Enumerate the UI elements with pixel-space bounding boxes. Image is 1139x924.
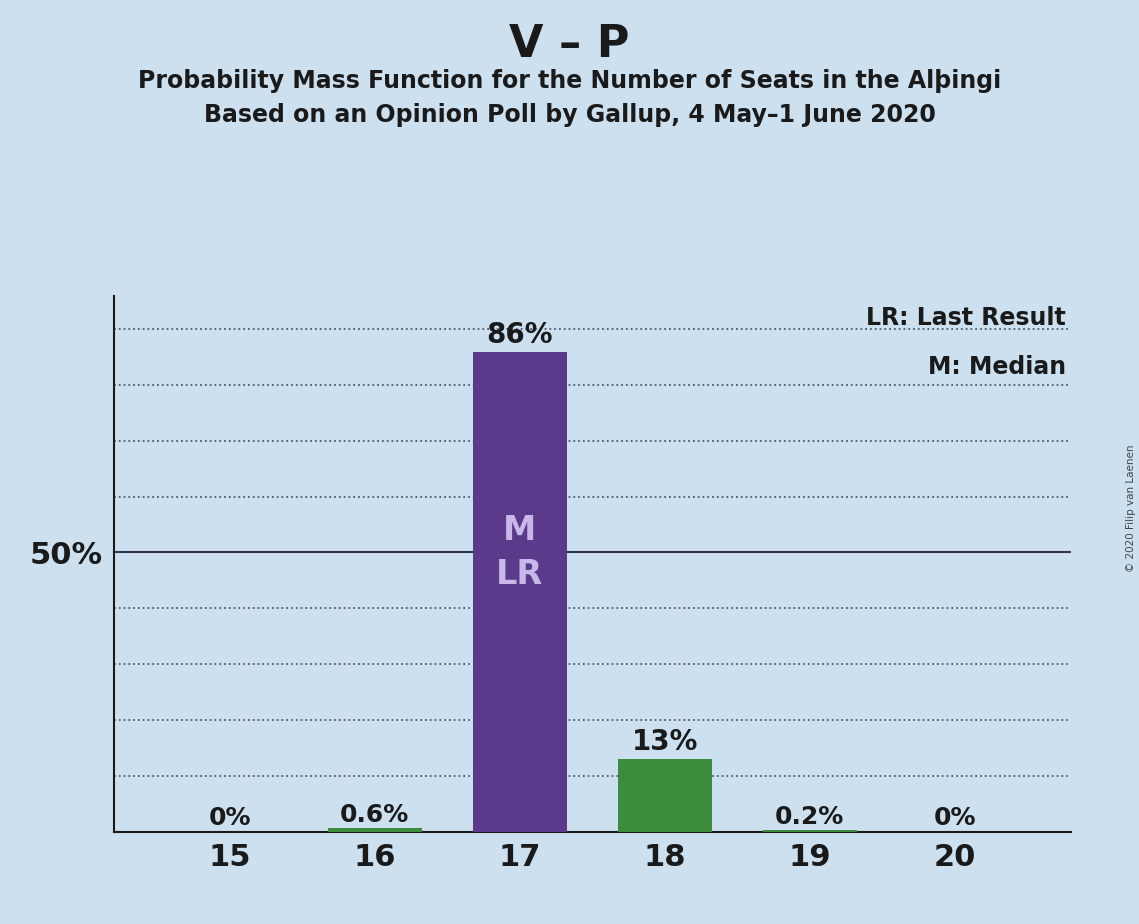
Text: Based on an Opinion Poll by Gallup, 4 May–1 June 2020: Based on an Opinion Poll by Gallup, 4 Ma… <box>204 103 935 128</box>
Bar <box>473 351 567 832</box>
Text: M: Median: M: Median <box>928 355 1066 379</box>
Text: M
LR: M LR <box>497 515 543 590</box>
Bar <box>328 828 421 832</box>
Text: 0%: 0% <box>208 807 251 831</box>
Text: LR: Last Result: LR: Last Result <box>866 307 1066 331</box>
Text: 0.2%: 0.2% <box>776 805 844 829</box>
Text: Probability Mass Function for the Number of Seats in the Alþingi: Probability Mass Function for the Number… <box>138 69 1001 93</box>
Text: 0%: 0% <box>934 807 976 831</box>
Text: V – P: V – P <box>509 23 630 67</box>
Bar <box>617 759 712 832</box>
Text: 13%: 13% <box>631 728 698 756</box>
Bar <box>763 831 857 832</box>
Text: 86%: 86% <box>486 321 554 348</box>
Text: 0.6%: 0.6% <box>341 803 409 827</box>
Text: © 2020 Filip van Laenen: © 2020 Filip van Laenen <box>1126 444 1136 572</box>
